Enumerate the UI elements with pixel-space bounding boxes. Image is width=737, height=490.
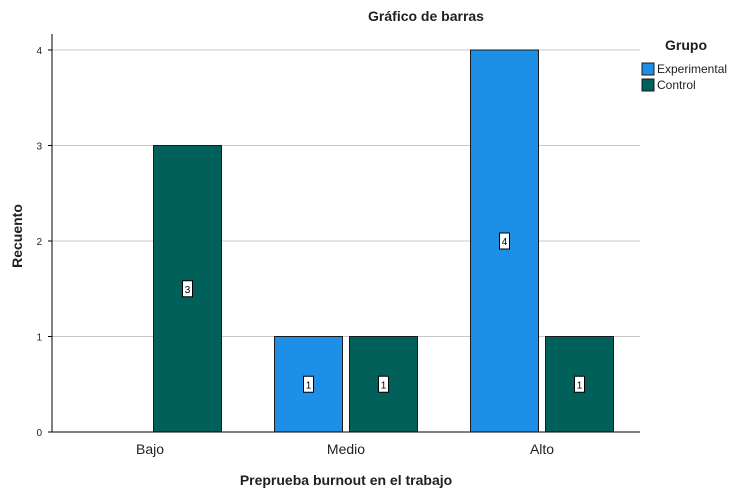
x-tick-label: Medio [327, 441, 365, 457]
data-label-box [378, 375, 389, 393]
x-tick-label: Bajo [136, 441, 164, 457]
y-tick-label: 2 [36, 237, 42, 248]
data-label-box [499, 232, 510, 250]
data-label-box [303, 375, 314, 393]
data-label: 1 [577, 380, 583, 391]
x-ticks: Bajo Medio Alto [136, 441, 554, 457]
y-tick-label: 3 [36, 142, 42, 153]
legend-label: Experimental [657, 62, 727, 76]
legend-swatch [641, 78, 655, 92]
y-axis-label: Recuento [9, 204, 25, 268]
x-axis-label: Preprueba burnout en el trabajo [240, 472, 452, 488]
chart-title: Gráfico de barras [368, 8, 484, 24]
y-ticks: 0 1 2 3 4 [36, 46, 52, 439]
data-label: 4 [502, 237, 508, 248]
legend-title: Grupo [665, 37, 707, 53]
data-label-box [182, 280, 193, 298]
grid-lines [52, 49, 640, 337]
data-label: 1 [381, 380, 387, 391]
legend-swatch [641, 62, 655, 76]
y-tick-label: 1 [36, 333, 42, 344]
x-tick-label: Alto [530, 441, 554, 457]
legend-label: Control [657, 78, 696, 92]
data-label: 3 [185, 285, 191, 296]
y-tick-label: 4 [36, 46, 42, 57]
data-labels: 3 1 1 4 1 [182, 232, 585, 393]
data-label-box [574, 375, 585, 393]
y-tick-label: 0 [36, 428, 42, 439]
data-label: 1 [306, 380, 312, 391]
legend: Grupo Experimental Control [641, 37, 727, 92]
